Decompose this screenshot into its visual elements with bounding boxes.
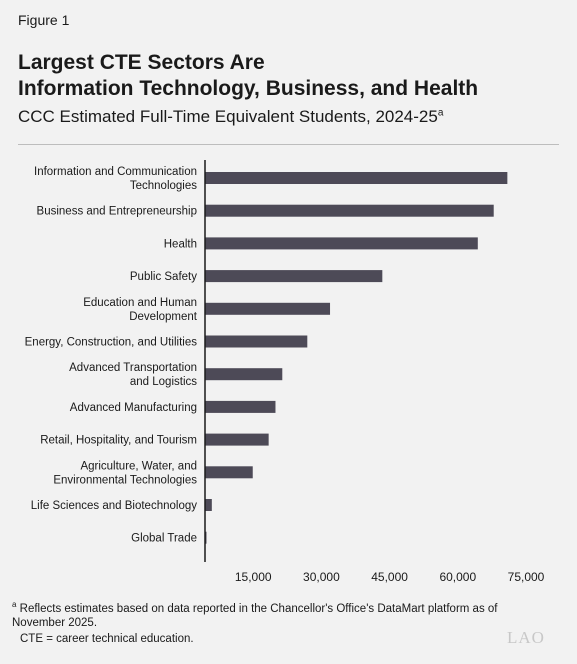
bar (205, 302, 331, 315)
x-tick-label: 45,000 (371, 570, 408, 584)
bar (205, 499, 212, 511)
category-label-line: Technologies (130, 180, 197, 192)
category-label: Public Safety (130, 271, 197, 283)
x-tick-label: 30,000 (303, 570, 340, 584)
x-tick-label: 15,000 (235, 570, 272, 584)
lao-logo: LAO (507, 628, 545, 647)
category-label: Energy, Construction, and Utilities (25, 337, 198, 349)
category-label-line: Public Safety (130, 271, 197, 283)
category-label-line: Retail, Hospitality, and Tourism (40, 435, 197, 447)
bar (205, 204, 494, 217)
chart-subtitle-text: CCC Estimated Full-Time Equivalent Stude… (18, 107, 438, 126)
category-label-line: Development (129, 311, 198, 323)
bar-chart: Information and Communication Technologie… (25, 160, 545, 584)
category-label-line: Environmental Technologies (53, 474, 197, 486)
chart-title-line-2: Information Technology, Business, and He… (18, 77, 479, 100)
bar (205, 270, 383, 283)
bar (205, 368, 283, 381)
footnote-marker: a (12, 600, 17, 609)
bar (205, 400, 276, 413)
bar (205, 466, 253, 479)
chart-title: Largest CTE Sectors Are Information Tech… (18, 50, 568, 102)
abbreviation-note: CTE = career technical education. (20, 633, 194, 645)
bar (205, 433, 269, 446)
category-label: Health (164, 238, 197, 250)
category-label-line: Information and Communication (34, 166, 197, 178)
category-label-line: Health (164, 238, 197, 250)
category-label-line: Global Trade (131, 533, 197, 545)
x-tick-label: 60,000 (439, 570, 476, 584)
category-label: Education and Human Development (83, 297, 198, 323)
category-label: Advanced Transportation and Logistics (69, 362, 197, 388)
category-label: Global Trade (131, 533, 197, 545)
subtitle-footnote-marker: a (437, 107, 444, 119)
category-label-line: Life Sciences and Biotechnology (31, 500, 197, 512)
title-divider (18, 144, 559, 145)
bar (205, 335, 308, 348)
bar (205, 172, 508, 184)
category-labels: Information and Communication Technologie… (25, 166, 198, 545)
category-label-line: Agriculture, Water, and (80, 460, 197, 472)
category-label-line: Advanced Manufacturing (70, 402, 197, 414)
footnote: a Reflects estimates based on data repor… (12, 598, 522, 630)
category-label-line: Energy, Construction, and Utilities (25, 337, 198, 349)
category-label: Information and Communication Technologie… (34, 166, 197, 192)
category-label: Advanced Manufacturing (70, 402, 197, 414)
category-label-line: Business and Entrepreneurship (37, 206, 197, 218)
category-label-line: Advanced Transportation (69, 362, 197, 374)
category-label: Life Sciences and Biotechnology (31, 500, 197, 512)
chart-subtitle: CCC Estimated Full-Time Equivalent Stude… (18, 107, 443, 127)
footnote-text: Reflects estimates based on data reporte… (12, 602, 498, 629)
chart-title-line-1: Largest CTE Sectors Are (18, 51, 265, 74)
x-tick-label: 75,000 (508, 570, 545, 584)
bar (205, 237, 478, 250)
category-label-line: and Logistics (130, 376, 197, 388)
bars (205, 172, 508, 544)
category-label: Retail, Hospitality, and Tourism (40, 435, 197, 447)
category-label-line: Education and Human (83, 297, 197, 309)
figure-label: Figure 1 (18, 12, 70, 28)
category-label: Business and Entrepreneurship (37, 206, 197, 218)
x-tick-labels: 15,000 30,000 45,000 60,000 75,000 (235, 570, 545, 584)
category-label: Agriculture, Water, and Environmental Tec… (53, 460, 197, 486)
